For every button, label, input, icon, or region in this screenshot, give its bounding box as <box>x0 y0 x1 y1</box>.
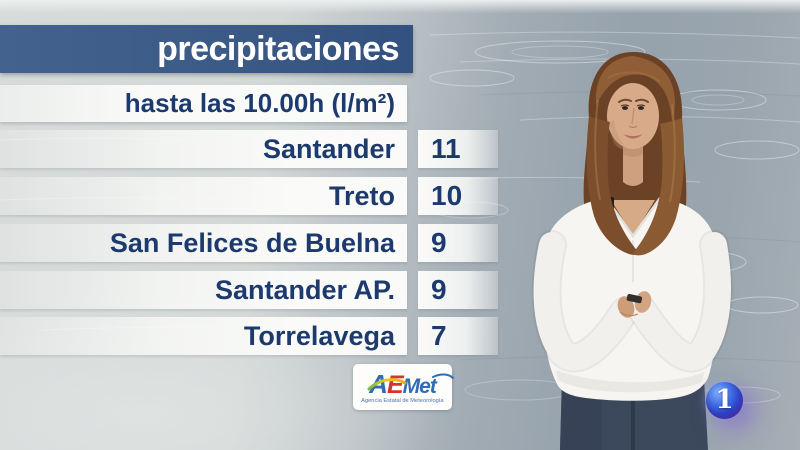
panel-subtitle: hasta las 10.00h (l/m²) <box>124 88 395 118</box>
aemet-logo: AEMet Agencia Estatal de Meteorología <box>353 364 455 410</box>
panel-title: precipitaciones <box>157 29 399 68</box>
aemet-letter-a: A <box>369 368 388 399</box>
precip-row: Santander AP. 9 <box>0 271 800 309</box>
channel-la1-logo: 1 <box>706 382 743 419</box>
location-label: San Felices de Buelna <box>0 224 407 262</box>
panel-title-bar: precipitaciones <box>0 25 413 73</box>
location-label: Torrelavega <box>0 317 407 355</box>
precip-value: 11 <box>418 130 498 168</box>
precip-value: 10 <box>418 177 498 215</box>
precip-row: San Felices de Buelna 9 <box>0 224 800 262</box>
location-label: Santander AP. <box>0 271 407 309</box>
aemet-letters-met: Met <box>402 374 437 398</box>
precip-value: 7 <box>418 317 498 355</box>
precip-row: Treto 10 <box>0 177 800 215</box>
precip-row: Torrelavega 7 <box>0 317 800 355</box>
precip-value: 9 <box>418 224 498 262</box>
presenter-hands <box>617 291 652 318</box>
aemet-caption: Agencia Estatal de Meteorología <box>361 397 444 404</box>
remote-clicker <box>626 293 643 304</box>
aemet-letter-e: E <box>386 370 404 399</box>
panel-subtitle-bar: hasta las 10.00h (l/m²) <box>0 85 407 122</box>
presenter-face <box>607 83 659 149</box>
aemet-wordmark: AEMet <box>367 368 455 399</box>
location-label: Treto <box>0 177 407 215</box>
location-label: Santander <box>0 130 407 168</box>
channel-number: 1 <box>715 384 734 415</box>
precip-row: Santander 11 <box>0 130 800 168</box>
presenter <box>531 52 733 450</box>
precip-value: 9 <box>418 271 498 309</box>
presenter-hair-front <box>586 56 684 256</box>
